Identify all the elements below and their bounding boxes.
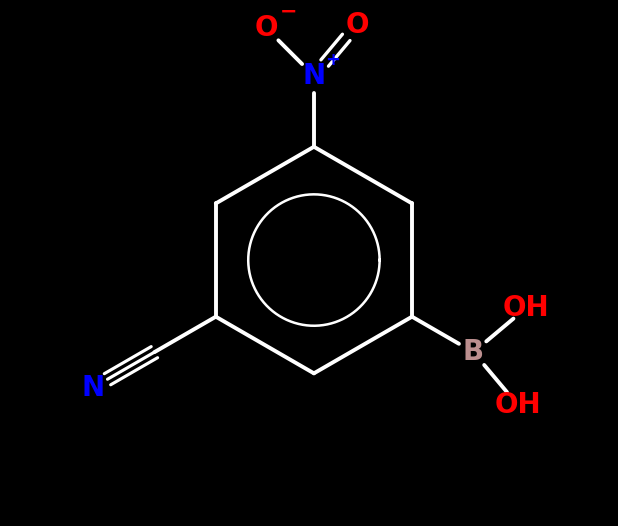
Text: N: N [302, 62, 326, 90]
Text: OH: OH [503, 294, 549, 322]
Text: O: O [255, 15, 278, 43]
Text: OH: OH [494, 391, 541, 419]
Text: O: O [345, 11, 369, 38]
Text: +: + [325, 51, 340, 69]
Text: N: N [82, 373, 104, 402]
Text: −: − [279, 2, 297, 22]
Text: B: B [463, 338, 484, 366]
